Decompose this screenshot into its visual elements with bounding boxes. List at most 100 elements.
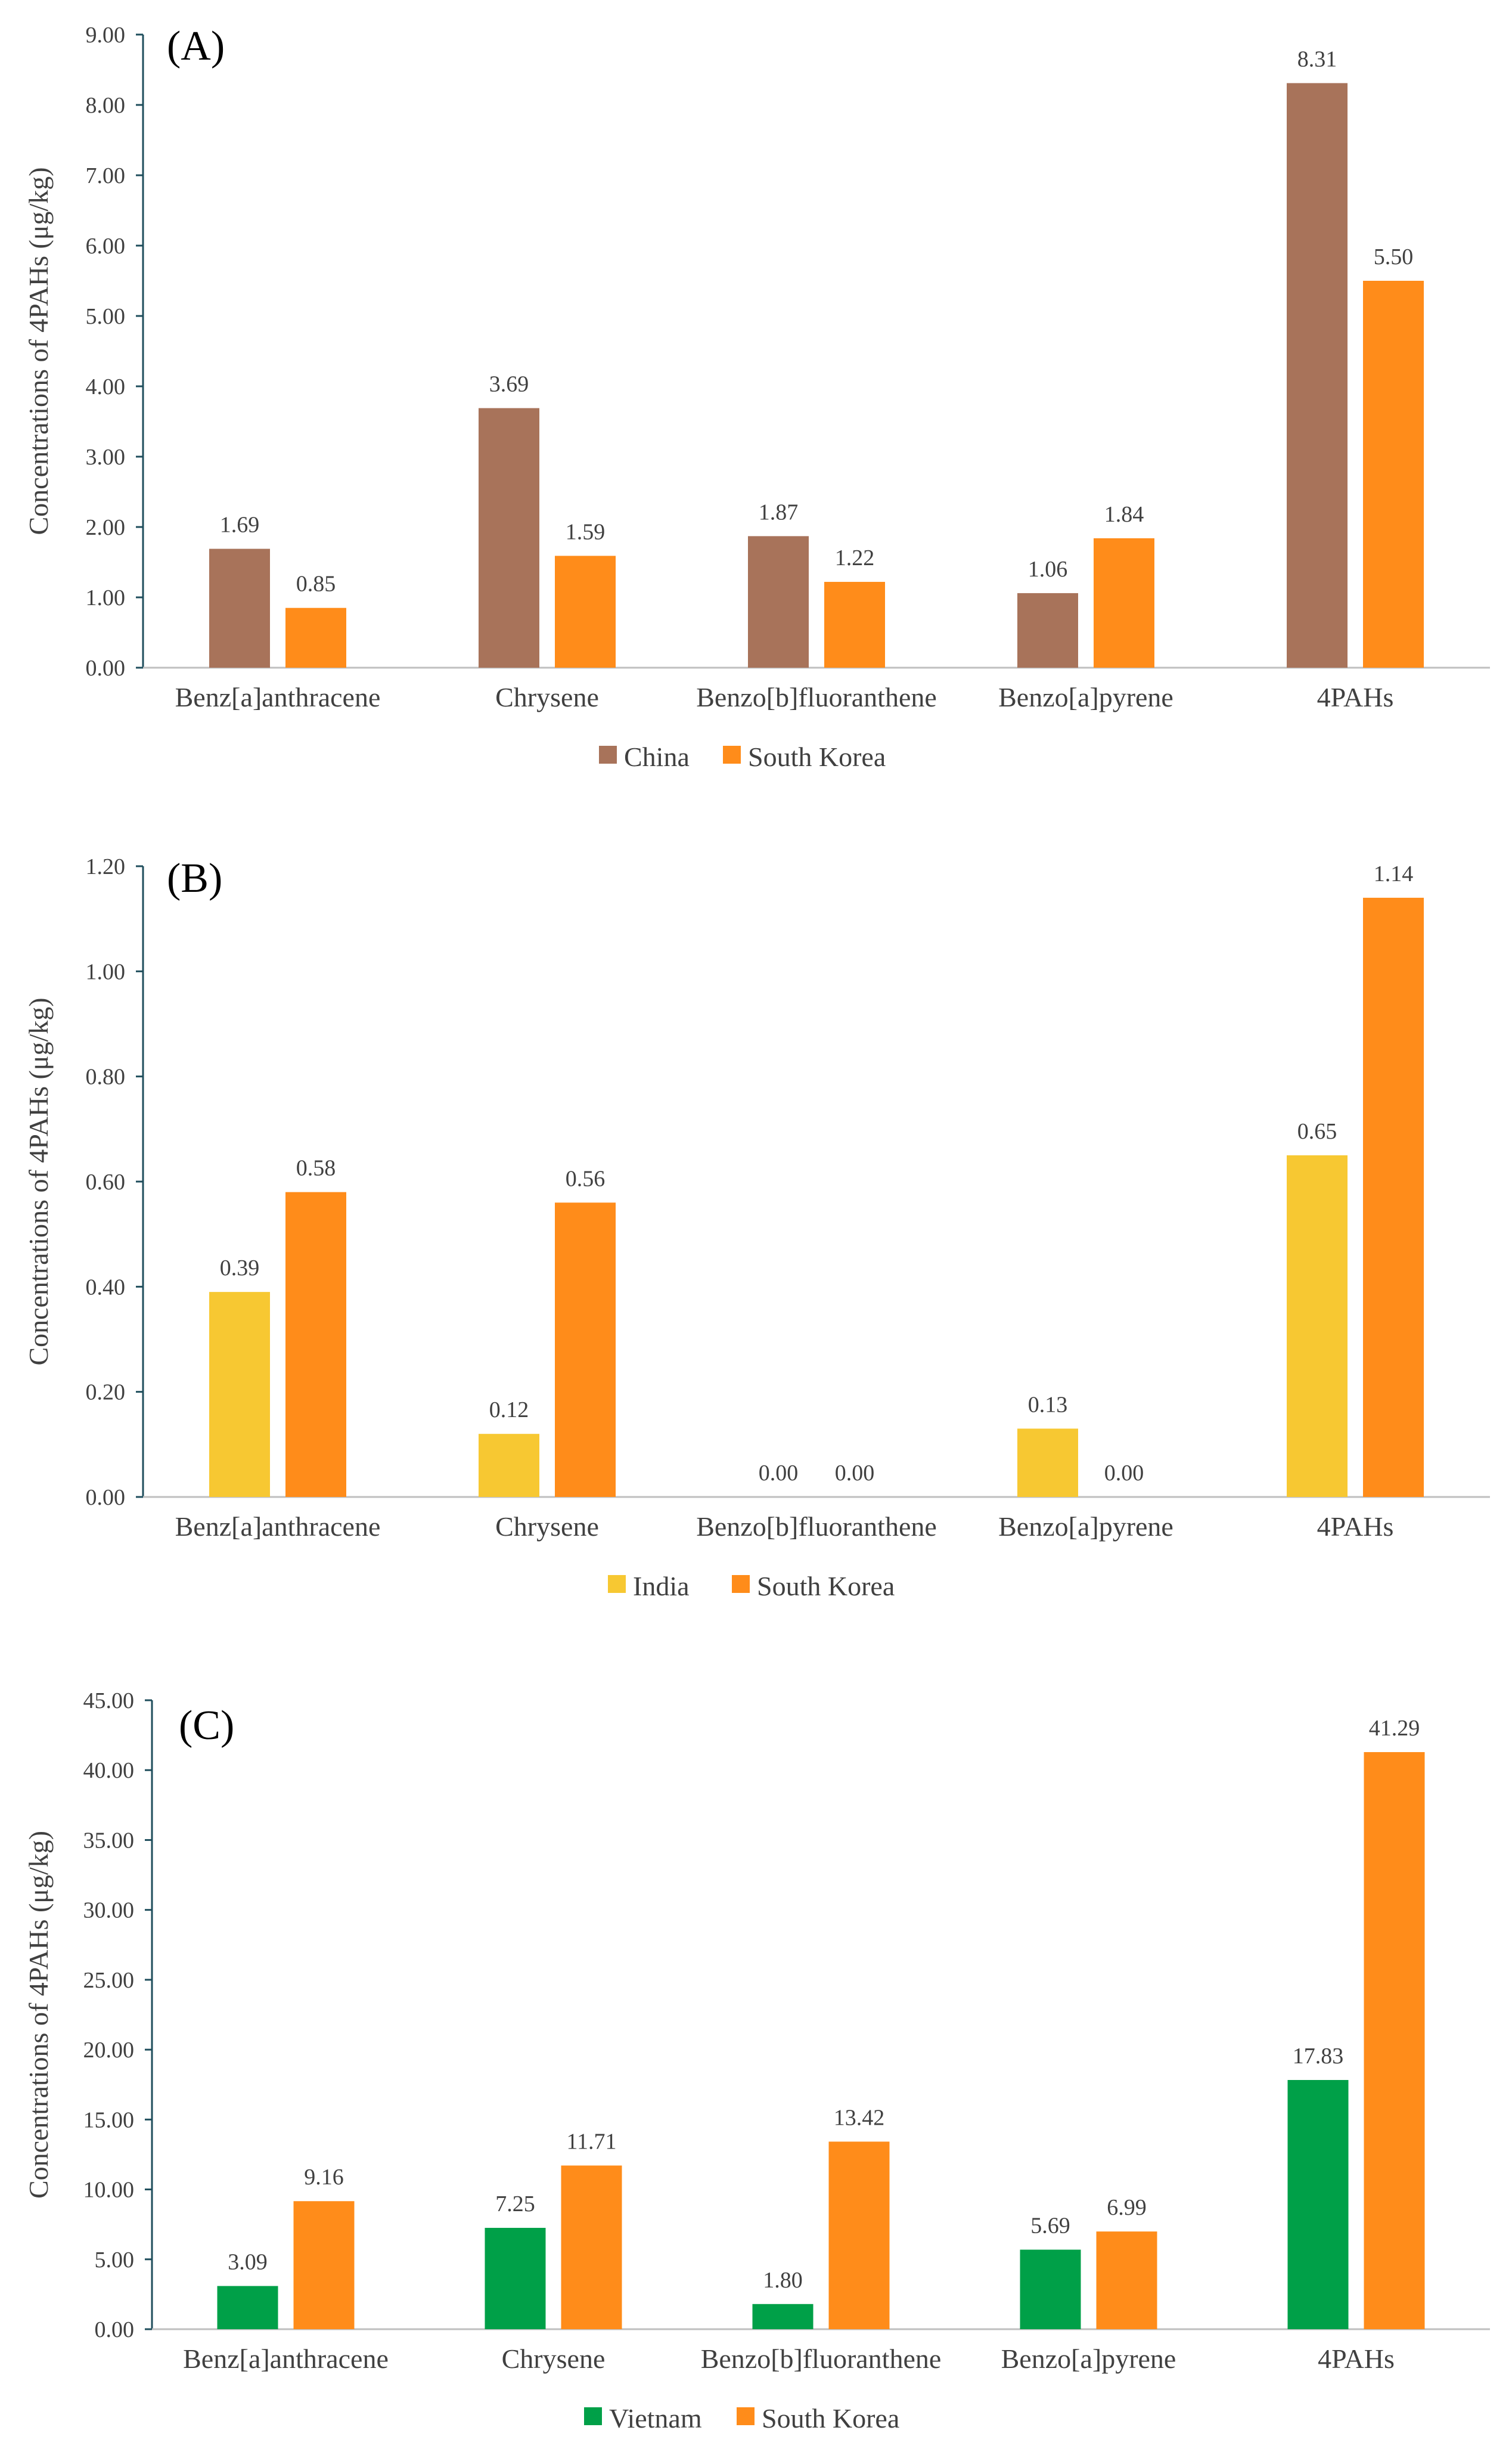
y-tick-label: 40.00 [83, 1758, 135, 1783]
data-label: 0.56 [566, 1166, 606, 1191]
legend-label: South Korea [757, 1571, 895, 1601]
x-tick-label: Chrysene [495, 1511, 599, 1542]
bar-india [1287, 1155, 1348, 1497]
y-tick-label: 45.00 [83, 1688, 135, 1713]
chart-svg-c: 0.00 5.00 10.00 15.00 20.00 25.00 30.00 35.00 40… [23, 1688, 1490, 2434]
bar-china [209, 548, 270, 668]
bar-india [479, 1434, 539, 1497]
y-tick-label: 4.00 [86, 374, 126, 399]
data-label: 0.00 [759, 1461, 799, 1486]
y-tick-label: 35.00 [83, 1828, 135, 1853]
data-label: 0.58 [296, 1156, 336, 1181]
y-tick-label: 0.40 [86, 1275, 126, 1300]
panel-title: (A) [167, 23, 225, 69]
y-tick-label: 2.00 [86, 515, 126, 540]
data-label: 13.42 [834, 2105, 885, 2130]
x-tick-label: Benz[a]anthracene [183, 2343, 389, 2374]
data-label: 17.83 [1293, 2044, 1344, 2069]
legend-swatch [584, 2407, 602, 2425]
bar-south-korea [285, 1192, 346, 1497]
bar-india [209, 1292, 270, 1497]
data-label: 1.80 [763, 2268, 803, 2293]
bar-south-korea [1363, 897, 1424, 1497]
data-label: 1.22 [835, 545, 875, 571]
data-label: 7.25 [495, 2191, 535, 2217]
legend-swatch [732, 1575, 750, 1593]
legend-swatch [723, 746, 741, 764]
legend-label: South Korea [748, 742, 886, 772]
x-tick-label: Benzo[b]fluoranthene [696, 1511, 937, 1542]
chart-panel-b: 0.00 0.20 0.40 0.60 0.80 1.00 1.20 Concentratio… [0, 817, 1512, 1635]
bar-china [1017, 593, 1078, 668]
y-tick-label: 3.00 [86, 445, 126, 470]
y-tick-label: 1.00 [86, 959, 126, 984]
data-label: 1.06 [1028, 557, 1068, 582]
bar-china [479, 408, 539, 668]
y-tick-label: 0.20 [86, 1380, 126, 1405]
y-axis-title: Concentrations of 4PAHs (μg/kg) [23, 167, 54, 535]
x-tick-label: Benzo[b]fluoranthene [696, 682, 937, 712]
y-tick-label: 0.60 [86, 1170, 126, 1195]
bar-south-korea [828, 2141, 890, 2329]
y-tick-label: 0.00 [95, 2317, 135, 2342]
data-label: 9.16 [304, 2165, 344, 2190]
data-label: 1.84 [1104, 502, 1144, 527]
bar-south-korea [824, 582, 885, 668]
legend-label: China [624, 742, 690, 772]
chart-panel-a: 0.00 1.00 2.00 3.00 4.00 5.00 6.00 7.00 8.00 9.00… [0, 0, 1512, 817]
x-tick-label: 4PAHs [1317, 1511, 1394, 1542]
y-tick-label: 7.00 [86, 163, 126, 188]
x-tick-label: Benzo[a]pyrene [998, 682, 1173, 712]
data-label: 41.29 [1369, 1716, 1420, 1741]
data-label: 0.13 [1028, 1392, 1068, 1417]
data-label: 8.31 [1297, 47, 1337, 72]
data-label: 1.87 [759, 500, 799, 525]
y-tick-label: 20.00 [83, 2038, 135, 2063]
data-label: 5.69 [1030, 2214, 1070, 2239]
bar-vietnam [1287, 2079, 1349, 2329]
y-tick-label: 0.00 [86, 1485, 126, 1510]
data-label: 3.69 [489, 372, 529, 397]
y-tick-label: 1.00 [86, 585, 126, 610]
y-tick-label: 8.00 [86, 93, 126, 118]
data-label: 1.69 [220, 513, 260, 538]
y-axis-title: Concentrations of 4PAHs (μg/kg) [23, 1831, 54, 2199]
chart-svg-a: 0.00 1.00 2.00 3.00 4.00 5.00 6.00 7.00 8.00 9.00… [23, 23, 1490, 772]
x-tick-label: Benz[a]anthracene [175, 682, 381, 712]
data-label: 0.39 [220, 1256, 260, 1281]
bar-south-korea [293, 2201, 355, 2329]
data-label: 0.65 [1297, 1119, 1337, 1144]
bar-south-korea [561, 2165, 622, 2329]
y-tick-label: 25.00 [83, 1968, 135, 1993]
bar-vietnam [1020, 2249, 1081, 2329]
chart-panel-c: 0.00 5.00 10.00 15.00 20.00 25.00 30.00 35.00 40… [0, 1635, 1512, 2452]
legend-label: Vietnam [609, 2403, 702, 2434]
y-tick-label: 9.00 [86, 23, 126, 48]
data-label: 0.12 [489, 1397, 529, 1422]
bar-china [1287, 83, 1348, 668]
panel-title: (B) [167, 855, 222, 901]
y-tick-label: 6.00 [86, 234, 126, 259]
bar-south-korea [1363, 281, 1424, 668]
x-tick-label: Chrysene [502, 2343, 606, 2374]
data-label: 3.09 [228, 2250, 268, 2275]
bar-south-korea [285, 607, 346, 668]
bar-south-korea [1364, 1752, 1425, 2329]
data-label: 6.99 [1107, 2195, 1147, 2220]
bar-south-korea [1096, 2231, 1157, 2329]
y-tick-label: 0.80 [86, 1065, 126, 1090]
y-tick-label: 15.00 [83, 2107, 135, 2132]
data-label: 5.50 [1374, 244, 1414, 269]
data-label: 0.00 [1104, 1461, 1144, 1486]
bar-vietnam [752, 2304, 814, 2329]
bar-vietnam [217, 2286, 278, 2329]
data-label: 0.85 [296, 572, 336, 597]
y-axis-title: Concentrations of 4PAHs (μg/kg) [23, 997, 54, 1365]
bar-south-korea [1094, 538, 1154, 668]
data-label: 1.14 [1374, 861, 1414, 886]
x-tick-label: Benz[a]anthracene [175, 1511, 381, 1542]
y-tick-label: 5.00 [95, 2248, 135, 2273]
y-tick-label: 0.00 [86, 656, 126, 681]
bar-south-korea [555, 1202, 616, 1497]
